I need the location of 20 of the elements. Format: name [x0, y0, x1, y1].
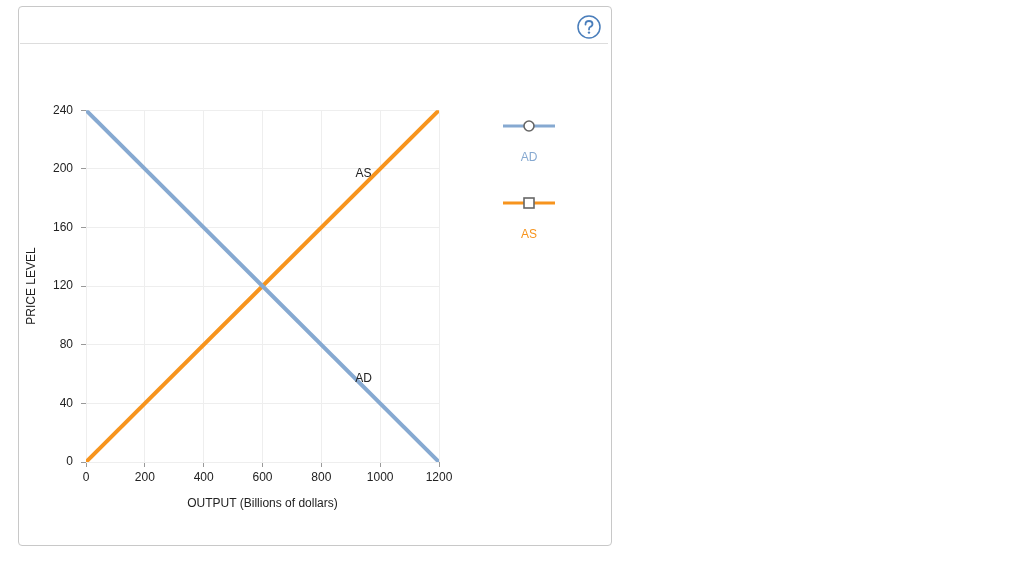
- y-tick-label: 120: [52, 278, 74, 293]
- annotation: AS: [355, 165, 372, 180]
- y-tick-label: 160: [52, 219, 74, 234]
- y-tick-label: 0: [66, 454, 74, 469]
- x-tick-label: 400: [193, 469, 214, 484]
- y-axis-title: PRICE LEVEL: [23, 247, 38, 325]
- x-axis-title: OUTPUT (Billions of dollars): [187, 496, 338, 511]
- x-tick-label: 800: [311, 469, 332, 484]
- x-tick-label: 200: [134, 469, 156, 484]
- y-tick-label: 80: [59, 337, 74, 352]
- text: AD: [520, 150, 538, 164]
- y-tick-label: 40: [59, 395, 74, 410]
- y-tick-label: 240: [52, 102, 74, 117]
- x-tick-label: 1000: [366, 469, 394, 484]
- x-tick-label: 1200: [425, 469, 453, 484]
- x-tick-label: 600: [252, 469, 273, 484]
- y-tick-label: 200: [52, 161, 74, 176]
- text: AS: [520, 227, 537, 241]
- x-tick-label: 0: [82, 469, 90, 484]
- annotation: AD: [355, 371, 373, 386]
